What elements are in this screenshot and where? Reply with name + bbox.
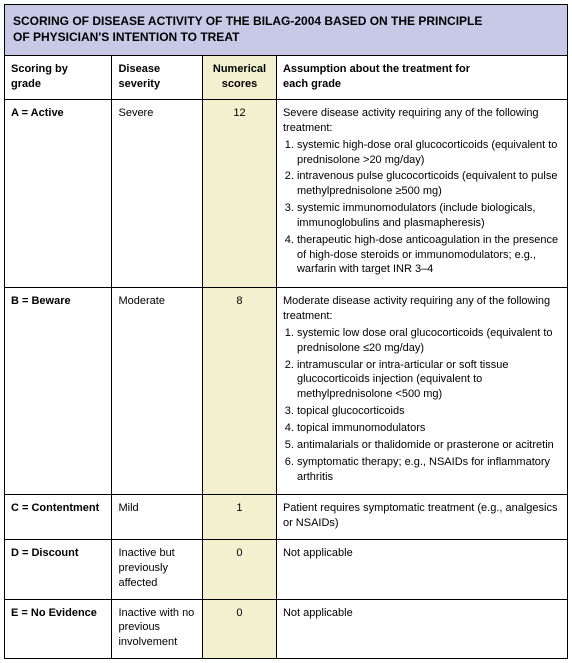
assumption-b: Moderate disease activity requiring any … xyxy=(276,288,567,495)
list-item: systemic low dose oral glucocorticoids (… xyxy=(297,326,561,356)
severity-c: Mild xyxy=(112,495,203,540)
assumption-d: Not applicable xyxy=(276,540,567,600)
severity-d: Inactive but previously affected xyxy=(112,540,203,600)
table-row: B = Beware Moderate 8 Moderate disease a… xyxy=(5,288,568,495)
table-row: E = No Evidence Inactive with no previou… xyxy=(5,599,568,659)
severity-b: Moderate xyxy=(112,288,203,495)
bilag-scoring-table: SCORING OF DISEASE ACTIVITY OF THE BILAG… xyxy=(4,4,568,659)
severity-a: Severe xyxy=(112,99,203,287)
score-a: 12 xyxy=(203,99,277,287)
assumption-c: Patient requires symptomatic treatment (… xyxy=(276,495,567,540)
grade-e: E = No Evidence xyxy=(5,599,112,659)
header-row: Scoring by grade Disease severity Numeri… xyxy=(5,56,568,100)
score-c: 1 xyxy=(203,495,277,540)
list-item: therapeutic high-dose anticoagulation in… xyxy=(297,233,561,278)
title-line-1: SCORING OF DISEASE ACTIVITY OF THE BILAG… xyxy=(13,14,482,28)
list-item: symptomatic therapy; e.g., NSAIDs for in… xyxy=(297,455,561,485)
header-grade: Scoring by grade xyxy=(5,56,112,100)
header-severity: Disease severity xyxy=(112,56,203,100)
list-item: topical glucocorticoids xyxy=(297,404,561,419)
grade-d: D = Discount xyxy=(5,540,112,600)
score-d: 0 xyxy=(203,540,277,600)
table-row: C = Contentment Mild 1 Patient requires … xyxy=(5,495,568,540)
score-b: 8 xyxy=(203,288,277,495)
assumption-e: Not applicable xyxy=(276,599,567,659)
list-item: intravenous pulse glucocorticoids (equiv… xyxy=(297,169,561,199)
list-item: systemic high-dose oral glucocorticoids … xyxy=(297,138,561,168)
list-item: topical immunomodulators xyxy=(297,421,561,436)
grade-c: C = Contentment xyxy=(5,495,112,540)
assumption-a: Severe disease activity requiring any of… xyxy=(276,99,567,287)
severity-e: Inactive with no previous involvement xyxy=(112,599,203,659)
list-item: intramuscular or intra-articular or soft… xyxy=(297,358,561,403)
grade-a: A = Active xyxy=(5,99,112,287)
list-item: systemic immunomodulators (include biolo… xyxy=(297,201,561,231)
title-line-2: OF PHYSICIAN'S INTENTION TO TREAT xyxy=(13,30,239,44)
header-score: Numerical scores xyxy=(203,56,277,100)
list-item: antimalarials or thalidomide or prastero… xyxy=(297,438,561,453)
header-assumption: Assumption about the treatment for each … xyxy=(276,56,567,100)
table-row: D = Discount Inactive but previously aff… xyxy=(5,540,568,600)
table-row: A = Active Severe 12 Severe disease acti… xyxy=(5,99,568,287)
lead-a: Severe disease activity requiring any of… xyxy=(283,106,561,136)
score-e: 0 xyxy=(203,599,277,659)
items-b: systemic low dose oral glucocorticoids (… xyxy=(283,326,561,484)
lead-b: Moderate disease activity requiring any … xyxy=(283,294,561,324)
grade-b: B = Beware xyxy=(5,288,112,495)
table-title: SCORING OF DISEASE ACTIVITY OF THE BILAG… xyxy=(5,5,568,56)
items-a: systemic high-dose oral glucocorticoids … xyxy=(283,138,561,278)
